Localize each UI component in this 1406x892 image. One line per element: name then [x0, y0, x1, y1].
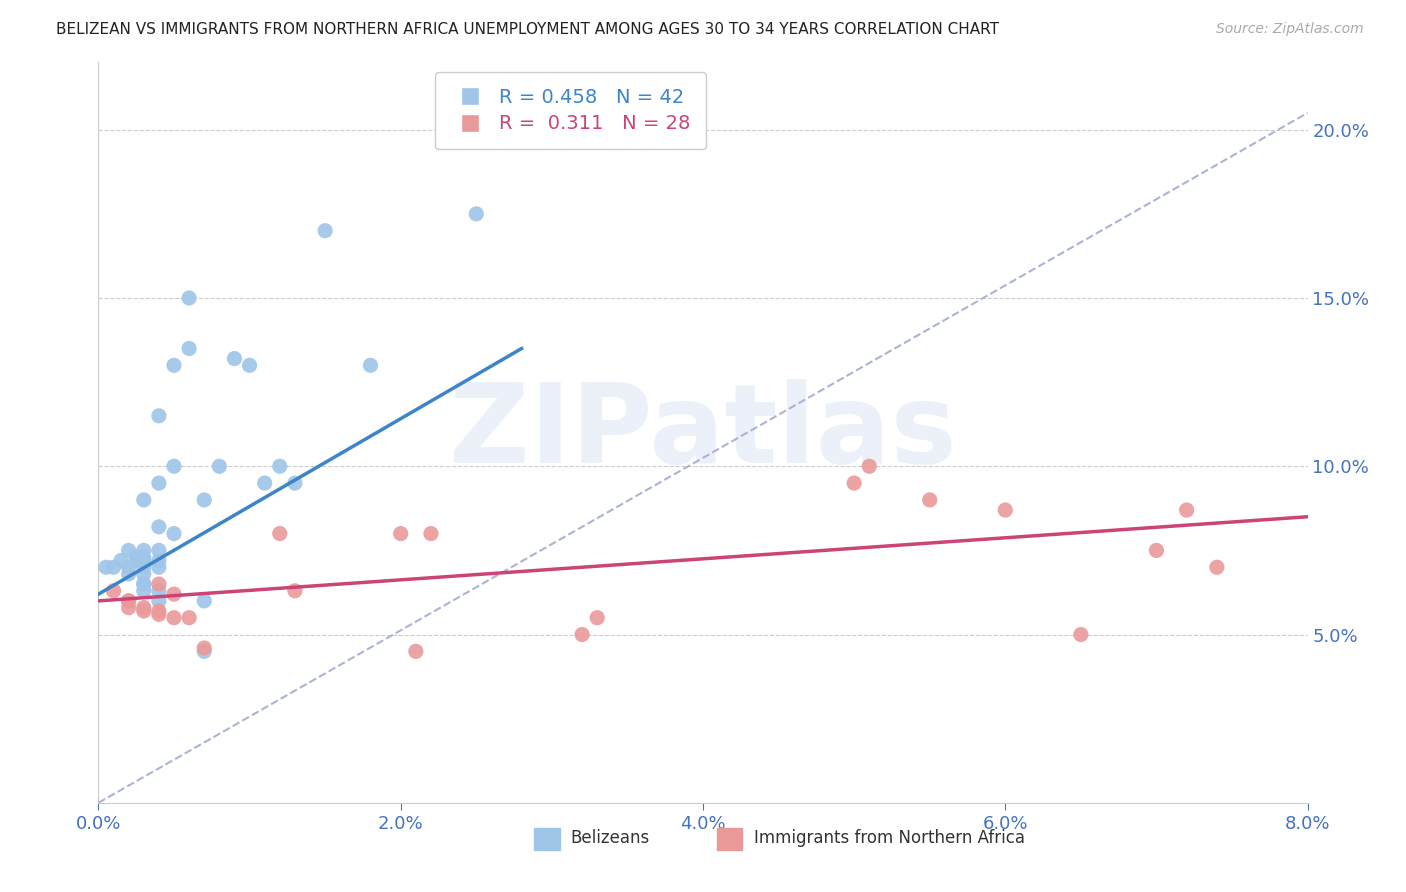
Point [132, 492, 155, 507]
Point [179, 342, 201, 356]
Point [118, 560, 141, 574]
Point [148, 520, 170, 534]
Point [163, 459, 186, 474]
Point [269, 459, 291, 474]
Point [103, 560, 125, 574]
Point [1070, 627, 1092, 641]
Point [163, 587, 186, 601]
Point [586, 610, 609, 624]
Point [125, 550, 148, 565]
Point [994, 503, 1017, 517]
Point [918, 492, 941, 507]
Point [1146, 543, 1168, 558]
Point [132, 550, 155, 565]
Point [314, 224, 336, 238]
Point [148, 604, 170, 618]
Point [360, 359, 382, 373]
Point [148, 607, 170, 622]
Point [132, 543, 155, 558]
Point [118, 594, 141, 608]
Point [148, 560, 170, 574]
Point [284, 583, 307, 598]
Point [420, 526, 443, 541]
Point [110, 553, 132, 567]
Point [284, 476, 307, 491]
Point [125, 553, 148, 567]
Point [389, 526, 412, 541]
Text: ZIPatlas: ZIPatlas [449, 379, 957, 486]
Point [193, 644, 215, 658]
Point [163, 610, 186, 624]
Point [118, 566, 141, 581]
Point [1206, 560, 1229, 574]
Point [132, 600, 155, 615]
Point [253, 476, 276, 491]
Point [94, 560, 117, 574]
Point [239, 359, 262, 373]
Point [405, 644, 427, 658]
Legend: R = 0.458   N = 42, R =  0.311   N = 28: R = 0.458 N = 42, R = 0.311 N = 28 [434, 72, 706, 149]
Text: Source: ZipAtlas.com: Source: ZipAtlas.com [1216, 22, 1364, 37]
Point [844, 476, 866, 491]
Point [148, 594, 170, 608]
Text: Belizeans: Belizeans [571, 830, 650, 847]
Text: Immigrants from Northern Africa: Immigrants from Northern Africa [754, 830, 1025, 847]
Point [571, 627, 593, 641]
Point [269, 526, 291, 541]
Point [148, 553, 170, 567]
Point [148, 543, 170, 558]
Point [132, 553, 155, 567]
Point [118, 600, 141, 615]
Point [193, 492, 215, 507]
Point [193, 594, 215, 608]
Point [193, 640, 215, 655]
Point [132, 604, 155, 618]
Point [465, 207, 488, 221]
Point [858, 459, 880, 474]
Point [132, 566, 155, 581]
Point [118, 543, 141, 558]
Text: BELIZEAN VS IMMIGRANTS FROM NORTHERN AFRICA UNEMPLOYMENT AMONG AGES 30 TO 34 YEA: BELIZEAN VS IMMIGRANTS FROM NORTHERN AFR… [56, 22, 1000, 37]
Point [179, 610, 201, 624]
Point [1175, 503, 1198, 517]
Point [163, 526, 186, 541]
Point [132, 577, 155, 591]
Point [103, 583, 125, 598]
Point [208, 459, 231, 474]
Point [148, 476, 170, 491]
Point [148, 583, 170, 598]
Point [132, 560, 155, 574]
Point [132, 583, 155, 598]
Point [179, 291, 201, 305]
Point [224, 351, 246, 366]
Point [148, 409, 170, 423]
Point [163, 359, 186, 373]
Point [118, 594, 141, 608]
Point [148, 577, 170, 591]
Point [132, 577, 155, 591]
